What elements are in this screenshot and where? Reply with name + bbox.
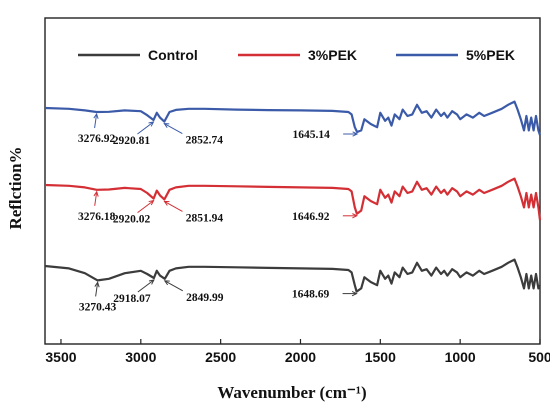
annotation-arrowhead — [148, 199, 155, 206]
legend-label: Control — [148, 47, 198, 63]
annotation-label: 1648.69 — [292, 289, 330, 301]
x-tick-label: 3000 — [125, 349, 156, 365]
annotation-arrowhead — [93, 190, 99, 197]
annotation-arrow — [95, 282, 99, 297]
annotation-arrowhead — [148, 279, 155, 285]
peak-annotation: 2920.02 — [113, 199, 155, 226]
x-axis-title: Wavenumber (cm⁻¹) — [217, 383, 366, 402]
x-tick-label: 1000 — [445, 349, 476, 365]
peak-annotation: 2851.94 — [163, 200, 224, 224]
annotation-arrowhead — [163, 123, 170, 128]
peak-annotation: 3276.18 — [78, 190, 116, 223]
peak-annotation: 1645.14 — [292, 129, 359, 141]
peak-annotation: 2920.81 — [113, 121, 155, 147]
legend-item: Control — [78, 47, 198, 63]
annotation-arrow — [94, 113, 98, 129]
annotation-arrowhead — [148, 121, 155, 127]
series-line-control — [44, 258, 541, 293]
legend-label: 3%PEK — [308, 47, 357, 63]
annotation-arrow — [164, 200, 183, 212]
x-tick-label: 500 — [528, 349, 550, 365]
series-line-5pctpek — [44, 100, 542, 136]
plot-frame — [44, 17, 541, 345]
annotation-label: 3270.43 — [79, 301, 117, 313]
annotation-label: 2918.07 — [113, 293, 151, 305]
annotation-label: 1645.14 — [292, 129, 330, 141]
annotation-label: 3276.18 — [78, 211, 116, 223]
annotation-arrowhead — [163, 200, 170, 206]
annotation-label: 2920.81 — [113, 135, 151, 147]
annotation-arrow — [94, 191, 98, 206]
annotation-arrow — [137, 279, 155, 293]
annotation-label: 1646.92 — [292, 211, 330, 223]
annotation-label: 2849.99 — [186, 292, 224, 304]
annotation-arrowhead — [352, 131, 359, 137]
series-layer — [44, 100, 542, 293]
x-axis-ticks: 3500 3000 2500 2000 1500 1000 500 — [45, 339, 550, 365]
legend-item: 5%PEK — [396, 47, 515, 63]
peak-annotation: 2918.07 — [113, 279, 155, 305]
annotation-arrowhead — [93, 112, 99, 119]
annotation-arrowhead — [352, 213, 359, 219]
annotation-arrowhead — [94, 281, 100, 288]
legend-item: 3%PEK — [238, 47, 357, 63]
annotation-label: 3276.92 — [78, 133, 116, 145]
x-tick-label: 3500 — [45, 349, 76, 365]
x-tick-label: 2500 — [205, 349, 236, 365]
annotation-label: 2920.02 — [113, 214, 151, 226]
peak-annotation: 3276.92 — [78, 112, 116, 145]
annotation-arrowhead — [351, 290, 358, 297]
annotation-label: 2852.74 — [186, 135, 224, 147]
peak-annotation: 2852.74 — [163, 123, 224, 147]
y-axis-title: Reflction% — [6, 146, 25, 229]
annotation-arrow — [137, 200, 154, 214]
annotation-arrow — [137, 121, 154, 135]
series-line-3pctpek — [44, 177, 542, 221]
peak-annotation: 2849.99 — [163, 280, 224, 304]
peak-annotation: 1648.69 — [292, 289, 358, 301]
annotation-label: 2851.94 — [186, 212, 224, 224]
peak-annotation: 1646.92 — [292, 211, 359, 223]
annotation-arrowhead — [163, 280, 170, 286]
legend-label: 5%PEK — [466, 47, 515, 63]
x-tick-label: 1500 — [365, 349, 396, 365]
x-tick-label: 2000 — [285, 349, 316, 365]
legend: Control 3%PEK 5%PEK — [78, 47, 515, 63]
annotation-arrow — [164, 280, 184, 292]
peak-annotation: 3270.43 — [79, 281, 117, 313]
annotation-arrow — [164, 123, 183, 135]
